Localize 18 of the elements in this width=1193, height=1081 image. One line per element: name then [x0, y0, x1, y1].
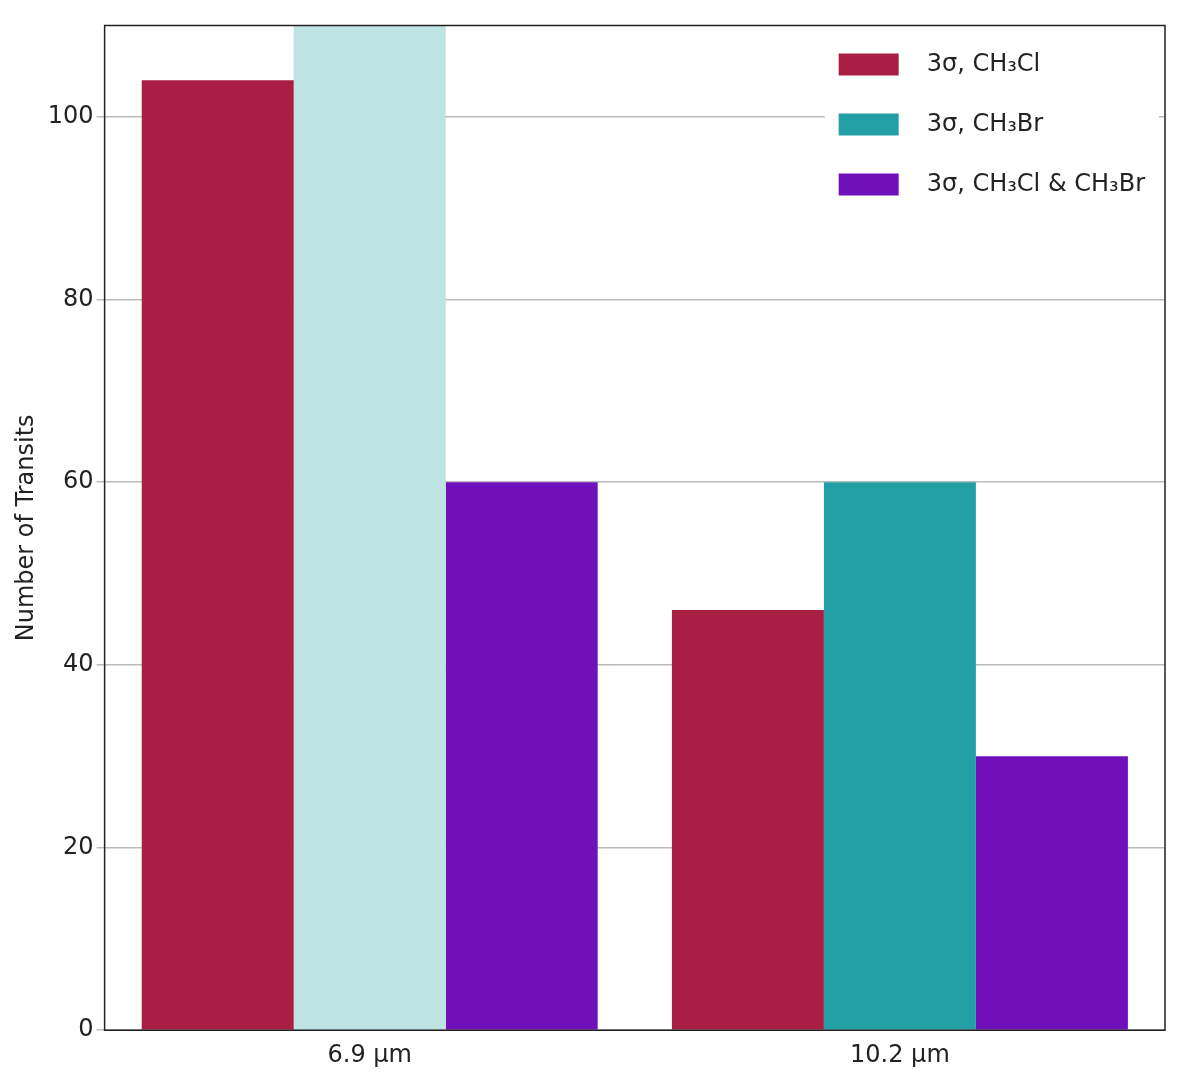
- x-tick-label: 6.9 μm: [327, 1039, 412, 1068]
- bar: [141, 80, 294, 1030]
- y-tick-label: 0: [78, 1014, 94, 1043]
- y-axis-title: Number of Transits: [10, 414, 39, 642]
- bar: [671, 610, 824, 1030]
- legend-label: 3σ, CH₃Cl: [926, 48, 1041, 77]
- y-tick-label: 80: [63, 283, 94, 312]
- legend-label: 3σ, CH₃Cl & CH₃Br: [926, 168, 1146, 197]
- bar: [445, 482, 598, 1030]
- x-tick-label: 10.2 μm: [850, 1039, 950, 1068]
- y-tick-label: 40: [63, 649, 94, 678]
- bar: [823, 482, 976, 1030]
- y-tick-label: 60: [63, 466, 94, 495]
- bar: [293, 25, 446, 1030]
- bar: [975, 756, 1128, 1030]
- y-tick-label: 100: [47, 100, 94, 129]
- y-tick-label: 20: [63, 831, 94, 860]
- legend-label: 3σ, CH₃Br: [926, 108, 1044, 137]
